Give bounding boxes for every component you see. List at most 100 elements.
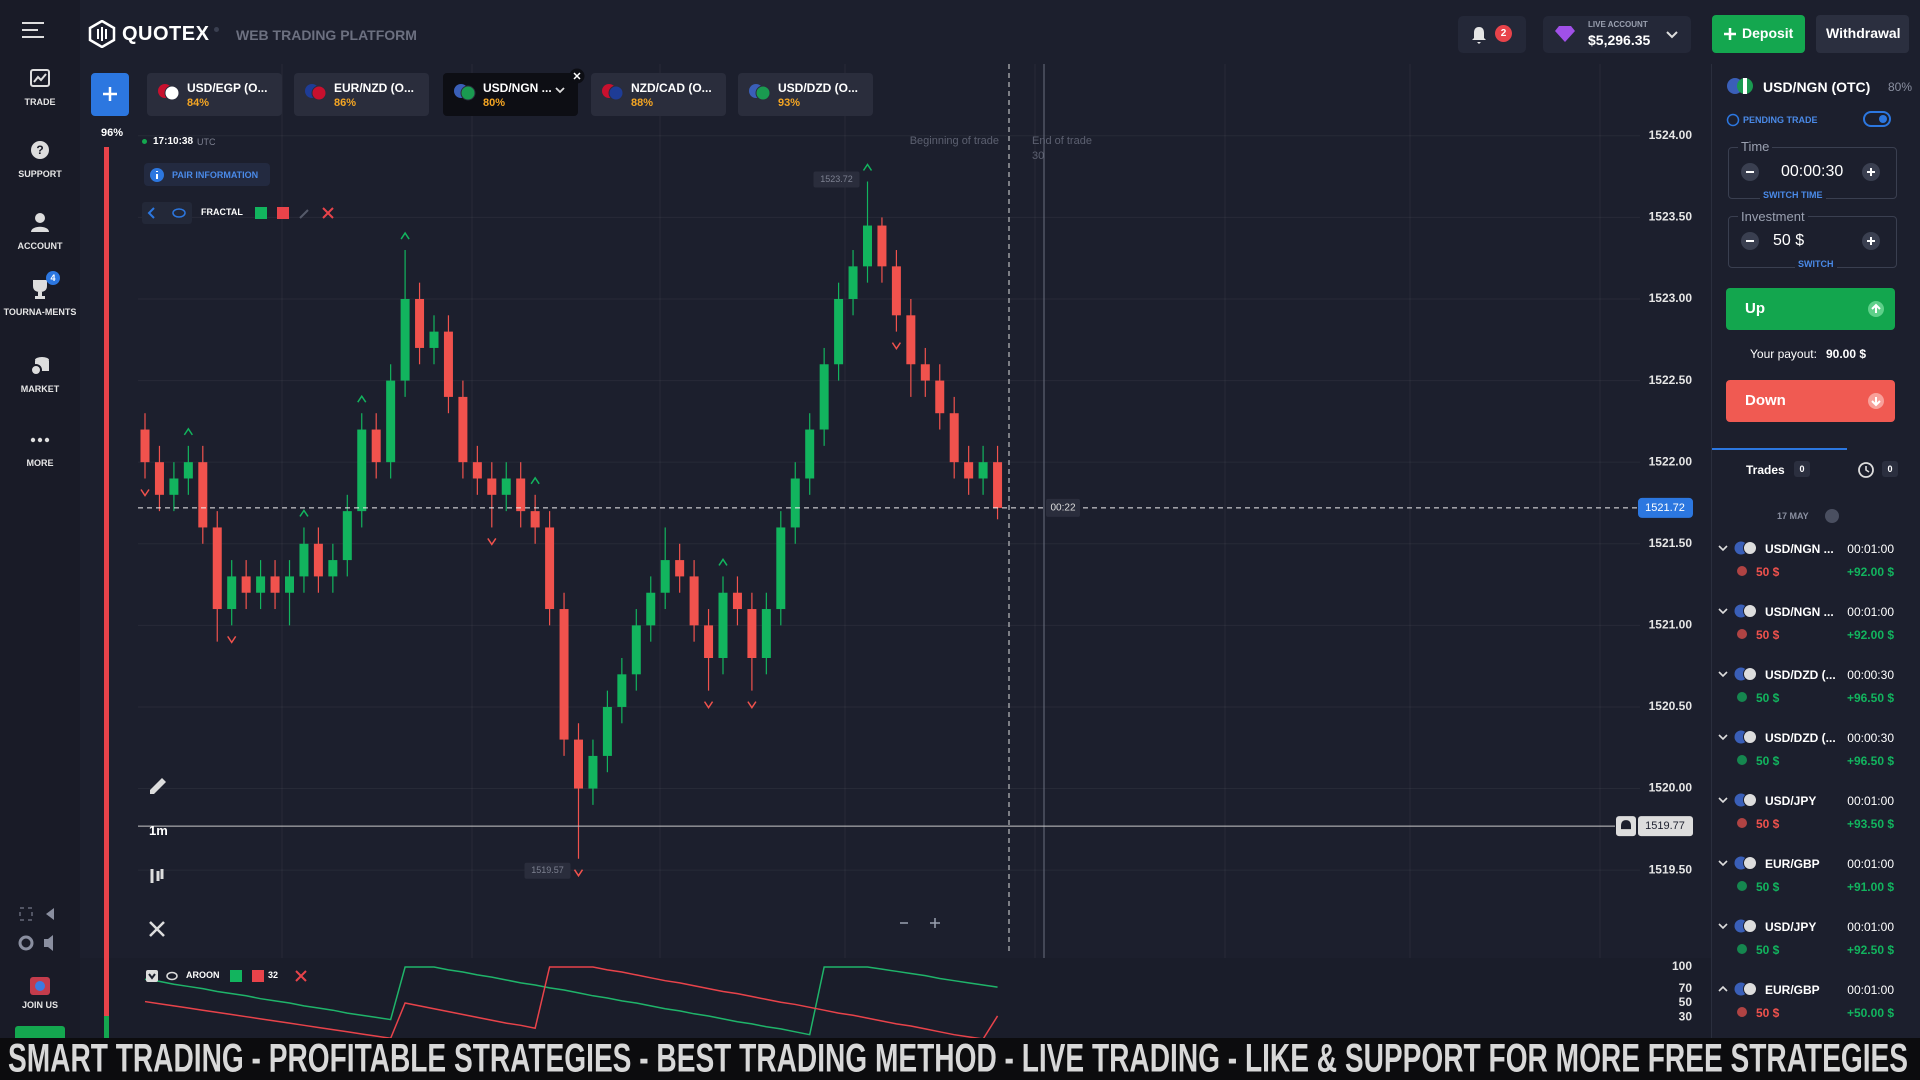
trade-row[interactable]: EUR/GBP 00:01:00 50 $ +91.00 $	[1712, 852, 1920, 912]
toggle-knob[interactable]	[1879, 115, 1887, 123]
tab-name[interactable]: USD/EGP (O...	[187, 81, 268, 95]
aroon-controls[interactable]	[142, 965, 342, 987]
switch-time[interactable]: SWITCH TIME	[1760, 190, 1826, 200]
tab-name[interactable]: EUR/NZD (O...	[334, 81, 414, 95]
sidebar-label[interactable]: TOURNA-MENTS	[3, 307, 77, 317]
tab[interactable]: USD/NGN ... 80%	[443, 73, 578, 116]
switch[interactable]: SWITCH	[1795, 259, 1837, 269]
trade-row[interactable]: USD/DZD (... 00:00:30 50 $ +96.50 $	[1712, 663, 1920, 723]
trade-direction	[1737, 755, 1747, 765]
trade-direction	[1737, 566, 1747, 576]
chevron[interactable]	[1665, 30, 1679, 40]
candle-body	[863, 225, 872, 267]
candle-body	[140, 429, 150, 463]
add-tab-button[interactable]	[91, 73, 129, 116]
tab-chevron	[555, 87, 565, 94]
trade-row[interactable]: USD/JPY 00:01:00 50 $ +92.50 $	[1712, 915, 1920, 975]
tab-close	[569, 68, 585, 84]
trade-duration: 00:00:30	[1847, 731, 1894, 745]
notifications[interactable]	[1458, 16, 1526, 53]
sidebar-label[interactable]: ACCOUNT	[17, 241, 63, 251]
tab-name[interactable]: USD/DZD (O...	[778, 81, 858, 95]
y-tick-label: 1524.00	[1649, 128, 1693, 142]
timer-box	[1046, 498, 1080, 517]
trade-direction	[1737, 629, 1747, 639]
green-tab[interactable]	[15, 1026, 65, 1040]
bell-icon[interactable]	[1470, 25, 1488, 45]
sidebar-label[interactable]: MORE	[26, 458, 54, 468]
info-icon[interactable]	[150, 168, 164, 182]
candle-body	[400, 298, 410, 381]
trade-profit: +93.50 $	[1846, 817, 1894, 831]
withdrawal-button[interactable]	[1816, 15, 1909, 53]
pair-info-button[interactable]: PAIR INFORMATION	[144, 163, 270, 186]
timeframe[interactable]: 1m	[149, 823, 168, 838]
fractal-up	[862, 163, 873, 171]
trade-chevron	[1718, 797, 1728, 804]
investment-value[interactable]: 50 $	[1773, 232, 1805, 249]
tab[interactable]: USD/DZD (O... 93%	[738, 73, 873, 116]
notification-badge: 2	[1495, 25, 1512, 42]
up-icon[interactable]	[1867, 300, 1885, 318]
trades-tab[interactable]: Trades	[1746, 463, 1785, 477]
fractal-up	[299, 509, 309, 517]
tab-name[interactable]: NZD/CAD (O...	[631, 81, 712, 95]
time-value[interactable]: 00:00:30	[1781, 163, 1844, 180]
current-price-label: 1521.72	[1645, 502, 1685, 514]
candle-body	[761, 609, 771, 658]
down-button[interactable]	[1726, 380, 1895, 422]
trade-row[interactable]: EUR/GBP 00:01:00 50 $ +50.00 $	[1712, 978, 1920, 1038]
trade-row[interactable]: USD/NGN ... 00:01:00 50 $ +92.00 $	[1712, 537, 1920, 597]
timezone: UTC	[197, 137, 216, 147]
tab-name[interactable]: USD/NGN ...	[483, 81, 552, 95]
trade-row[interactable]: USD/NGN ... 00:01:00 50 $ +92.00 $	[1712, 600, 1920, 660]
down-icon[interactable]	[1867, 392, 1885, 410]
join-icon[interactable]	[28, 975, 52, 997]
deposit-label[interactable]: Deposit	[1742, 25, 1794, 41]
trade-pair: USD/DZD (...	[1765, 668, 1836, 682]
trade-direction	[1737, 1007, 1747, 1017]
plus-icon[interactable]	[1723, 27, 1737, 41]
candle-body	[183, 462, 193, 479]
alert-box	[1638, 816, 1693, 837]
aroon-tick-label: 100	[1672, 959, 1692, 973]
tab-payout: 93%	[778, 97, 801, 109]
candle-body	[617, 674, 627, 707]
up-button[interactable]	[1726, 288, 1895, 330]
up-label[interactable]: Up	[1745, 300, 1765, 317]
tab[interactable]: EUR/NZD (O... 86%	[294, 73, 429, 116]
low-label: 1519.57	[531, 865, 564, 875]
sidebar-icon: ?	[31, 141, 49, 159]
trade-profit: +91.00 $	[1846, 880, 1894, 894]
candle-body	[920, 364, 930, 381]
plus-icon[interactable]	[103, 87, 117, 101]
y-tick-label: 1520.00	[1649, 781, 1693, 795]
fractal-controls[interactable]	[142, 202, 342, 224]
sidebar-label[interactable]: MARKET	[20, 384, 60, 394]
history-icon[interactable]	[1857, 461, 1875, 479]
date-icon	[1825, 509, 1839, 523]
sidebar-label[interactable]: TRADE	[24, 97, 56, 107]
tool-icons[interactable]	[16, 904, 66, 954]
pair-info-label[interactable]: PAIR INFORMATION	[172, 170, 259, 180]
down-label[interactable]: Down	[1745, 392, 1786, 409]
candle-body	[718, 592, 728, 658]
candle-body	[530, 511, 540, 528]
trade-profit: +92.00 $	[1846, 628, 1894, 642]
tab[interactable]: USD/EGP (O... 84%	[147, 73, 282, 116]
trade-row[interactable]: USD/DZD (... 00:00:30 50 $ +96.50 $	[1712, 726, 1920, 786]
drawing-tools[interactable]	[144, 768, 172, 948]
menu-icon[interactable]	[22, 20, 44, 40]
trade-row[interactable]: USD/JPY 00:01:00 50 $ +93.50 $	[1712, 789, 1920, 849]
candle-body	[241, 576, 251, 593]
stepper-icons[interactable]	[1738, 160, 1888, 250]
tab[interactable]: NZD/CAD (O... 88%	[591, 73, 726, 116]
zoom-controls[interactable]	[898, 913, 942, 933]
pending-toggle[interactable]	[1863, 111, 1891, 127]
trade-pair: USD/JPY	[1765, 920, 1817, 934]
pair-name: USD/NGN (OTC)	[1763, 79, 1871, 95]
sidebar-label[interactable]: SUPPORT	[18, 169, 62, 179]
withdrawal-label[interactable]: Withdrawal	[1826, 25, 1901, 41]
join-us[interactable]: JOIN US	[21, 1000, 58, 1010]
